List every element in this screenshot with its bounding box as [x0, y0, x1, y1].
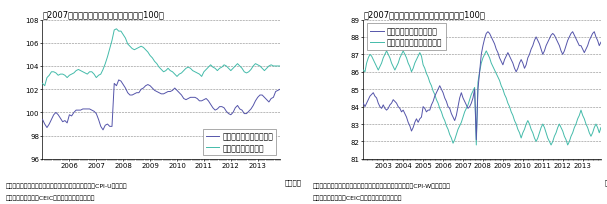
Legend: 全民間産業（非管理職）, 製造業（生産現場雇用者）: 全民間産業（非管理職）, 製造業（生産現場雇用者）: [367, 24, 446, 50]
Text: 備考：デフレーターとして都市部の消費者物価指数（CPI-U）を使用: 備考：デフレーターとして都市部の消費者物価指数（CPI-U）を使用: [6, 183, 127, 188]
Text: （年月）: （年月）: [284, 178, 301, 185]
Legend: 全民間産業（全雇用者）, 製造業（全雇用者）: 全民間産業（全雇用者）, 製造業（全雇用者）: [203, 129, 276, 155]
Text: （年月）: （年月）: [605, 178, 607, 185]
Text: 資料：米国労働省、CEICデータベースから作成。: 資料：米国労働省、CEICデータベースから作成。: [6, 195, 95, 200]
Text: 賃料：米国労働省、CEICデータベースから作成。: 賃料：米国労働省、CEICデータベースから作成。: [313, 195, 402, 200]
Text: 備考：デフレーターとして都市部の賃金労働者の物価指数（CPI-W）を使用。: 備考：デフレーターとして都市部の賃金労働者の物価指数（CPI-W）を使用。: [313, 183, 450, 188]
Text: （2007年全民間産業（全雇用者）平均＝100）: （2007年全民間産業（全雇用者）平均＝100）: [42, 11, 164, 20]
Text: （2007年全民間産業（全雇用者）平均＝100）: （2007年全民間産業（全雇用者）平均＝100）: [364, 11, 485, 20]
